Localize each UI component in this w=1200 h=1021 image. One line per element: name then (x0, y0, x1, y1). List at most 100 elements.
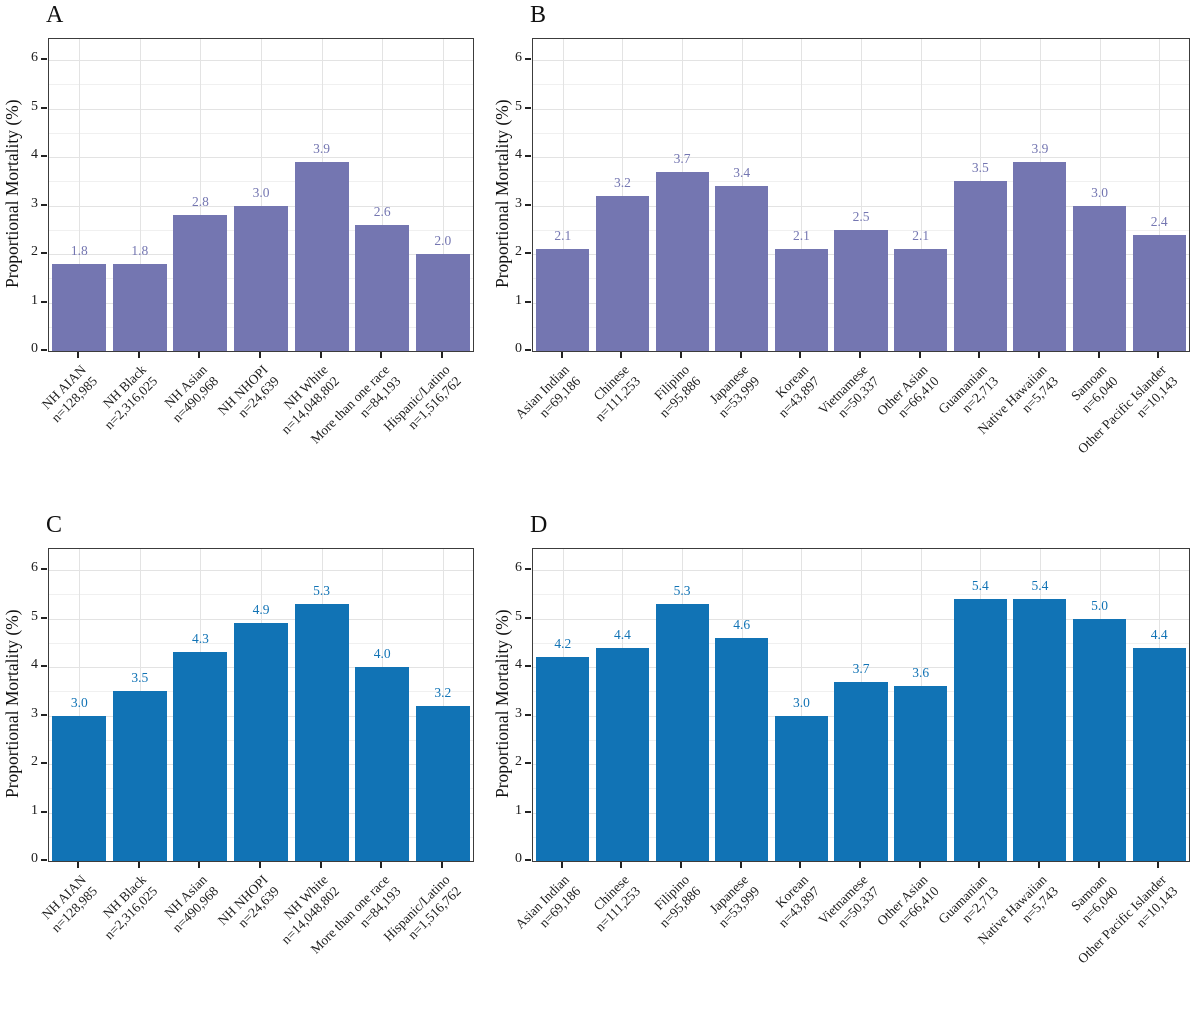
bar-slot: 3.0 (1070, 39, 1130, 351)
y-tick-label: 1 (515, 802, 522, 818)
bar-nh-nhopi (234, 623, 288, 861)
bar-nh-aian (52, 263, 107, 351)
x-tick-mark (380, 352, 383, 358)
bar-value-label: 3.4 (733, 165, 751, 181)
bar-korean (774, 715, 828, 861)
y-tick-label: 0 (31, 851, 38, 866)
y-tick-mark (525, 568, 531, 570)
x-tick-label: Vietnamese n=50,337 (816, 362, 883, 429)
bar-japanese (715, 186, 769, 351)
y-tick-mark (525, 762, 531, 764)
gridline-vertical (1159, 39, 1161, 351)
bar-vietnamese (834, 229, 888, 351)
bar-nh-aian (52, 715, 107, 861)
y-tick-mark (41, 252, 47, 254)
bar-slot: 4.2 (533, 549, 593, 861)
y-tick-mark (525, 859, 531, 861)
gridline-vertical (442, 549, 444, 861)
x-tick-label: NH Asian n=490,968 (158, 362, 222, 426)
bar-value-label: 3.0 (792, 694, 810, 710)
x-tick-mark (978, 862, 981, 868)
x-tick-mark (859, 352, 861, 358)
bar-slot: 4.4 (1129, 549, 1189, 861)
bar-slot: 3.0 (772, 549, 832, 861)
x-tick-mark (680, 352, 683, 358)
bar-native-hawaiian (1013, 161, 1067, 351)
bar-value-label: 2.1 (554, 228, 572, 244)
x-tick-mark (380, 862, 383, 868)
y-tick-mark (525, 349, 531, 351)
bar-slot: 2.8 (170, 39, 231, 351)
gridline-vertical (1099, 39, 1101, 351)
y-tick-label: 0 (515, 851, 522, 866)
gridline-vertical (442, 39, 444, 351)
x-tick-mark (739, 862, 742, 868)
bar-slot: 2.0 (412, 39, 473, 351)
panel-c-letter: C (46, 512, 63, 538)
bar-value-label: 3.5 (131, 670, 149, 686)
gridline-vertical (920, 39, 922, 351)
x-tick-mark (1097, 862, 1100, 868)
panel-b-plot-area: 2.1 3.2 3.7 3.4 2.1 2.5 2.1 3.5 3.9 3.0 2.4 (532, 38, 1190, 352)
bar-slot: 4.9 (231, 549, 292, 861)
x-tick-mark (259, 352, 261, 358)
bar-value-label: 5.3 (313, 582, 331, 598)
y-tick-mark (41, 203, 47, 206)
bar-value-label: 2.6 (373, 203, 391, 219)
x-tick-mark (198, 862, 201, 868)
panel-a: A Proportional Mortality (%) 1.8 1.8 2.8 3.… (0, 0, 490, 510)
bars: 2.1 3.2 3.7 3.4 2.1 2.5 2.1 3.5 3.9 3.0 2.4 (533, 39, 1189, 351)
bar-value-label: 3.2 (434, 684, 452, 700)
bar-value-label: 2.1 (792, 228, 810, 244)
panel-a-letter: A (46, 2, 64, 28)
bars: 1.8 1.8 2.8 3.0 3.9 2.6 2.0 (49, 39, 473, 351)
x-tick-mark (799, 352, 802, 358)
y-tick-mark (525, 155, 531, 157)
bar-slot: 3.4 (712, 39, 772, 351)
y-tick-mark (41, 568, 47, 570)
gridline-vertical (79, 549, 81, 861)
bar-value-label: 1.8 (131, 242, 149, 258)
gridline-vertical (622, 39, 624, 351)
bar-slot: 4.0 (352, 549, 413, 861)
gridline-vertical (79, 39, 81, 351)
y-tick-mark (525, 106, 531, 109)
y-tick-mark (525, 300, 531, 303)
bar-guamanian (953, 181, 1007, 351)
y-tick-label: 0 (31, 341, 38, 356)
bar-korean (774, 249, 828, 351)
y-tick-label: 4 (515, 657, 522, 672)
x-tick-mark (560, 862, 563, 868)
bar-asian-indian (536, 657, 590, 861)
x-tick-label: Other Asian n=66,410 (874, 362, 942, 430)
bar-slot: 2.6 (352, 39, 413, 351)
bar-nh-asian (173, 652, 228, 861)
bar-slot: 3.9 (1010, 39, 1070, 351)
y-tick-label: 4 (515, 147, 522, 162)
x-tick-mark (918, 862, 921, 868)
bar-filipino (655, 603, 709, 861)
bar-slot: 5.4 (1010, 549, 1070, 861)
bar-slot: 3.6 (891, 549, 951, 861)
y-tick-label: 6 (31, 560, 38, 575)
gridline-vertical (382, 39, 384, 351)
gridline-vertical (801, 549, 803, 861)
x-tick-mark (978, 352, 981, 358)
bar-value-label: 4.0 (373, 646, 391, 661)
bar-value-label: 3.0 (1091, 184, 1109, 200)
x-tick-mark (1097, 352, 1100, 358)
y-tick-label: 2 (515, 244, 522, 259)
bar-value-label: 2.4 (1150, 213, 1168, 229)
x-tick-mark (259, 862, 261, 868)
x-tick-mark (620, 862, 623, 868)
x-tick-label: NH Black n=2,316,025 (91, 872, 162, 943)
x-tick-label: Chinese n=111,253 (581, 872, 644, 935)
x-tick-mark (560, 352, 563, 358)
bar-native-hawaiian (1013, 599, 1067, 861)
x-tick-mark (77, 862, 80, 868)
y-tick-label: 3 (31, 195, 38, 211)
bar-asian-indian (536, 249, 590, 351)
bar-value-label: 4.3 (192, 631, 209, 647)
bar-nh-nhopi (234, 205, 288, 351)
bar-slot: 1.8 (110, 39, 171, 351)
